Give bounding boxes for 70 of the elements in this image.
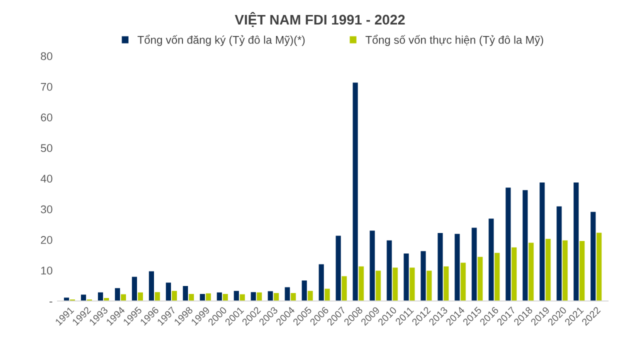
bar — [250, 292, 256, 301]
bar — [522, 190, 528, 301]
bar — [574, 182, 579, 301]
bar — [318, 264, 324, 301]
legend-label: Tổng vốn đăng ký (Tỷ đô la Mỹ)(*) — [138, 34, 305, 46]
bar — [132, 276, 138, 301]
y-tick-label: 50 — [40, 144, 52, 152]
bar — [302, 280, 307, 301]
bar — [166, 282, 171, 301]
y-tick-label: 60 — [40, 114, 52, 122]
bar — [98, 292, 104, 301]
bar — [438, 233, 443, 301]
bar — [290, 293, 296, 301]
bar — [494, 252, 500, 301]
bar — [512, 247, 517, 301]
y-tick-label: 80 — [40, 52, 52, 60]
bar — [274, 293, 279, 301]
y-tick-label: 10 — [41, 266, 52, 275]
bar — [386, 240, 392, 301]
bar — [562, 240, 568, 301]
y-tick-label: - — [50, 302, 52, 303]
bar — [488, 218, 494, 301]
y-tick-label: 20 — [40, 236, 52, 244]
bar — [172, 290, 177, 301]
bar — [114, 288, 120, 301]
bar — [590, 212, 596, 301]
bar — [206, 293, 211, 301]
bar — [460, 262, 466, 301]
bar — [352, 82, 358, 301]
bar — [256, 292, 262, 301]
bar — [546, 238, 551, 301]
bar — [336, 236, 341, 301]
y-tick-label: 30 — [40, 205, 52, 214]
y-tick-label: 40 — [40, 174, 52, 183]
bar — [506, 188, 511, 301]
chart-title: VIỆT NAM FDI 1991 - 2022 — [234, 12, 405, 27]
bar — [284, 287, 290, 301]
bar — [454, 234, 460, 301]
bar — [376, 270, 381, 301]
bar — [324, 288, 330, 301]
bar — [200, 294, 205, 301]
bar — [528, 242, 534, 301]
bar — [148, 271, 154, 301]
bar — [342, 276, 347, 301]
bar — [188, 294, 194, 301]
bar — [370, 230, 375, 301]
bar — [580, 240, 585, 301]
bar — [426, 270, 432, 301]
bar — [540, 182, 545, 301]
bar — [556, 206, 562, 301]
legend-label: Tổng số vốn thực hiện (Tỷ đô la Mỹ) — [366, 34, 544, 46]
bar — [472, 228, 477, 301]
bar — [222, 294, 228, 301]
bar — [182, 286, 188, 301]
bar — [410, 268, 415, 301]
bar — [138, 292, 143, 301]
bar — [358, 266, 364, 301]
bar — [216, 292, 222, 301]
bar — [308, 290, 313, 301]
y-tick-label: 70 — [40, 82, 52, 91]
bar — [404, 254, 409, 301]
bar — [268, 291, 273, 301]
bar — [596, 232, 602, 301]
bar — [392, 268, 398, 301]
bar — [154, 292, 160, 301]
bar — [234, 290, 239, 301]
bar — [444, 266, 449, 301]
bar — [478, 256, 483, 301]
bar — [80, 294, 86, 301]
bar — [420, 251, 426, 301]
